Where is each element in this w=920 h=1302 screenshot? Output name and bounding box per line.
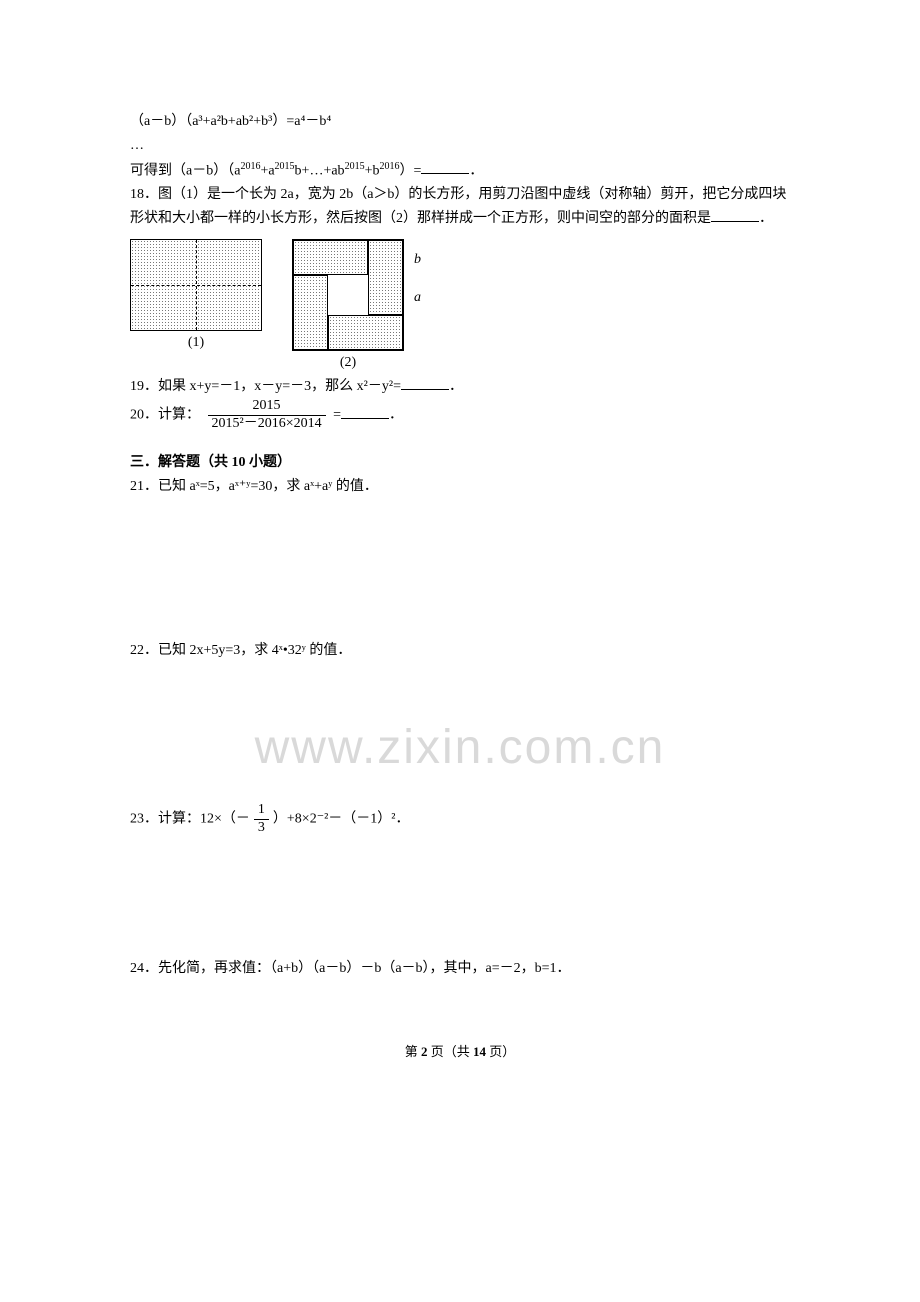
q17-blank (421, 159, 469, 174)
q20-period: ． (389, 408, 403, 423)
q17-exp3: 2015 (345, 161, 365, 172)
q18-period: ． (759, 211, 773, 226)
q18-body: 18．图（1）是一个长为 2a，宽为 2b（a＞b）的长方形，用剪刀沿图中虚线（… (130, 187, 786, 226)
footer-mid: 页（共 (427, 1044, 473, 1059)
figure-2: b a (292, 239, 404, 351)
q17-exp1: 2016 (240, 161, 260, 172)
q20-fraction: 2015 2015²－2016×2014 (208, 398, 326, 433)
q17-m2: b+…+ab (295, 163, 345, 178)
q19-blank (401, 375, 449, 390)
footer-suffix: 页） (486, 1044, 515, 1059)
section-3-title: 三．解答题（共 10 小题） (130, 451, 790, 475)
figure-1-hline (131, 285, 261, 286)
q23-suffix: ）+8×2⁻²－（－1）²． (273, 812, 410, 827)
figure-2-piece (328, 315, 403, 350)
q23-num: 1 (254, 802, 269, 820)
footer-total: 14 (473, 1044, 486, 1059)
q18-text: 18．图（1）是一个长为 2a，宽为 2b（a＞b）的长方形，用剪刀沿图中虚线（… (130, 183, 790, 231)
q17-prefix: 可得到（a－b）（a (130, 163, 240, 178)
q23-prefix: 23．计算：12×（－ (130, 812, 250, 827)
q23-space (130, 837, 790, 957)
figure-2-label-a: a (414, 290, 421, 306)
q20-text: 20．计算： 2015 2015²－2016×2014 = ． (130, 398, 790, 433)
figure-2-piece (368, 240, 403, 315)
q21-space (130, 499, 790, 639)
q19-period: ． (449, 379, 463, 394)
q17-m3: +b (365, 163, 380, 178)
figure-1 (130, 239, 262, 331)
footer-prefix: 第 (405, 1044, 421, 1059)
figure-1-wrap: (1) (130, 239, 262, 371)
q17-m1: +a (260, 163, 274, 178)
q17-suffix: ）= (399, 163, 421, 178)
q19-text: 19．如果 x+y=－1，x－y=－3，那么 x²－y²= ． (130, 375, 790, 399)
q18-figures: (1) b a (2) (130, 239, 790, 371)
q20-blank (341, 404, 389, 419)
page-footer: 第 2 页（共 14 页） (130, 1041, 790, 1060)
q23-text: 23．计算：12×（－ 13 ）+8×2⁻²－（－1）²． (130, 802, 790, 837)
figure-2-label-b: b (414, 252, 421, 268)
q17-exp2: 2015 (275, 161, 295, 172)
q22-space (130, 662, 790, 802)
q21-text: 21．已知 aˣ=5，aˣ⁺ʸ=30，求 aˣ+aʸ 的值． (130, 475, 790, 499)
figure-2-piece (293, 275, 328, 350)
q18-blank (711, 207, 759, 222)
q22-text: 22．已知 2x+5y=3，求 4ˣ•32ʸ 的值． (130, 639, 790, 663)
q23-den: 3 (254, 820, 269, 837)
figure-1-label: (1) (188, 335, 204, 351)
figure-2-wrap: b a (2) (292, 239, 404, 371)
page-content: （a－b）（a³+a²b+ab²+b³）=a⁴－b⁴ … 可得到（a－b）（a2… (130, 110, 790, 1060)
figure-2-piece (293, 240, 368, 275)
q23-fraction: 13 (254, 802, 269, 837)
q19-body: 19．如果 x+y=－1，x－y=－3，那么 x²－y²= (130, 379, 401, 394)
q20-prefix: 20．计算： (130, 408, 200, 423)
q17-ellipsis: … (130, 134, 790, 158)
q17-exp4: 2016 (379, 161, 399, 172)
q20-eq: = (333, 408, 341, 423)
q20-den: 2015²－2016×2014 (208, 416, 326, 433)
q17-result: 可得到（a－b）（a2016+a2015b+…+ab2015+b2016）=． (130, 158, 790, 183)
q24-text: 24．先化简，再求值：（a+b）（a－b）－b（a－b），其中，a=－2，b=1… (130, 957, 790, 981)
figure-2-label: (2) (340, 355, 356, 371)
q17-cont-line1: （a－b）（a³+a²b+ab²+b³）=a⁴－b⁴ (130, 110, 790, 134)
q20-num: 2015 (208, 398, 326, 416)
q17-period: ． (469, 163, 483, 178)
